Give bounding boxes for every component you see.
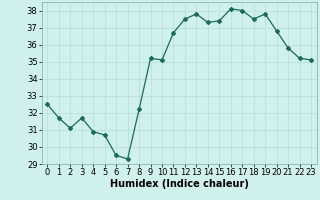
X-axis label: Humidex (Indice chaleur): Humidex (Indice chaleur) <box>110 179 249 189</box>
